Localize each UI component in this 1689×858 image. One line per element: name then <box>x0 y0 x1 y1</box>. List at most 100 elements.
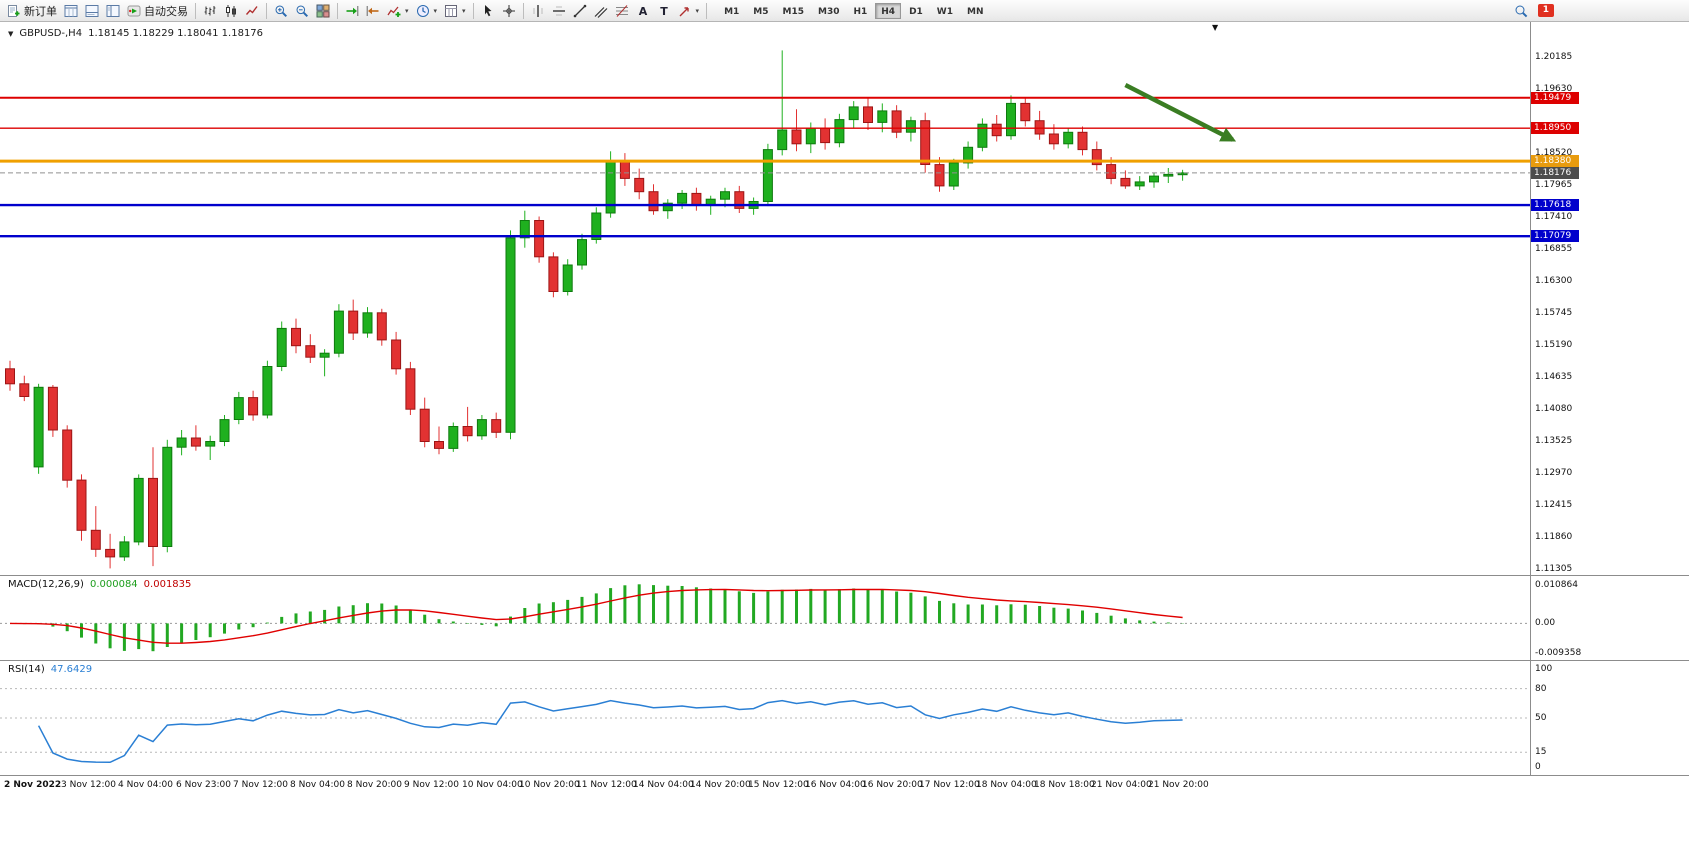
indicators-button-dropdown-arrow[interactable]: ▾ <box>405 6 409 15</box>
text-icon: A <box>636 4 650 18</box>
timeframe-d1-button[interactable]: D1 <box>909 6 923 17</box>
price-axis-label: 1.11305 <box>1535 564 1573 574</box>
horizontal-line-button[interactable] <box>549 2 569 20</box>
indicators-button[interactable]: ▾ <box>384 2 412 20</box>
horizontal-line-icon <box>552 4 566 18</box>
price-axis-label: 1.13525 <box>1535 436 1573 446</box>
terminal-icon <box>85 4 99 18</box>
autotrading-button[interactable]: 自动交易 <box>124 2 191 20</box>
chart-shift-button[interactable] <box>363 2 383 20</box>
toolbar: 新订单 自动交易 ▾ ▾ ▾ A T ▾ M1 M5 M15 M30 H1 H4 D1 W1 MN 1 <box>0 0 1689 22</box>
templates-button-dropdown-arrow[interactable]: ▾ <box>462 6 466 15</box>
timeframe-m15-button[interactable]: M15 <box>782 6 804 17</box>
time-axis-label: 15 Nov 12:00 <box>748 780 809 790</box>
data-window-button[interactable] <box>82 2 102 20</box>
time-axis-label: 14 Nov 04:00 <box>633 780 694 790</box>
label-button[interactable]: T <box>654 2 674 20</box>
rsi-axis-label: 80 <box>1535 684 1547 694</box>
zoom-in-button[interactable] <box>271 2 291 20</box>
crosshair-button[interactable] <box>499 2 519 20</box>
svg-text:A: A <box>638 5 647 18</box>
macd-axis-label: -0.009358 <box>1535 648 1582 658</box>
resistance-line-badge: 1.19479 <box>1531 92 1579 104</box>
price-axis-label: 1.12970 <box>1535 468 1573 478</box>
timeframe-m5-button[interactable]: M5 <box>753 6 769 17</box>
zoom-out-button[interactable] <box>292 2 312 20</box>
navigator-button[interactable] <box>103 2 123 20</box>
timeframe-m1-button[interactable]: M1 <box>724 6 740 17</box>
notification-badge: 1 <box>1537 4 1554 17</box>
time-axis-label: 7 Nov 12:00 <box>233 780 288 790</box>
macd-axis-label: 0.00 <box>1535 618 1556 628</box>
trendline-icon <box>573 4 587 18</box>
pane-separator[interactable] <box>0 660 1689 661</box>
arrows-button-dropdown-arrow[interactable]: ▾ <box>695 6 700 15</box>
periods-button[interactable]: ▾ <box>413 2 441 20</box>
candlestick-chart-button[interactable] <box>221 2 241 20</box>
new-order-button[interactable]: 新订单 <box>4 2 60 20</box>
vertical-line-button[interactable] <box>528 2 548 20</box>
cursor-button[interactable] <box>478 2 498 20</box>
price-axis-label: 1.16300 <box>1535 276 1573 286</box>
chart-symbol-header: ▼ GBPUSD-,H4 1.18145 1.18229 1.18041 1.1… <box>8 28 263 39</box>
time-axis-label: 21 Nov 04:00 <box>1091 780 1152 790</box>
market-watch-button[interactable] <box>61 2 81 20</box>
trendline-button[interactable] <box>570 2 590 20</box>
search-button[interactable] <box>1511 2 1531 20</box>
macd-pane[interactable] <box>0 576 1530 660</box>
zoom-out-icon <box>295 4 309 18</box>
candle-chart-icon <box>224 4 238 18</box>
trend-arrow-annotation[interactable] <box>1124 82 1237 142</box>
periods-button-dropdown-arrow[interactable]: ▾ <box>433 6 438 15</box>
crosshair-icon <box>502 4 516 18</box>
tile-windows-button[interactable] <box>313 2 333 20</box>
price-chart-pane[interactable] <box>0 22 1530 575</box>
price-axis-label: 1.14080 <box>1535 404 1573 414</box>
timeframe-h1-button[interactable]: H1 <box>853 6 868 17</box>
rsi-axis-label: 100 <box>1535 664 1553 674</box>
channel-button[interactable] <box>591 2 611 20</box>
price-axis-label: 1.20185 <box>1535 52 1573 62</box>
rsi-axis-label: 0 <box>1535 762 1541 772</box>
timeframe-toolbar: M1 M5 M15 M30 H1 H4 D1 W1 MN <box>717 2 990 19</box>
pivot-line-badge: 1.18380 <box>1531 155 1579 167</box>
fibonacci-button[interactable] <box>612 2 632 20</box>
rsi-pane[interactable] <box>0 661 1530 775</box>
bar-chart-button[interactable] <box>200 2 220 20</box>
toolbar-separator <box>337 2 338 19</box>
macd-main-value: 0.000084 <box>89 579 138 590</box>
search-icon <box>1514 4 1528 18</box>
new-order-icon <box>7 4 21 18</box>
toolbar-separator <box>472 2 474 19</box>
toolbar-separator <box>522 2 524 19</box>
support-line-badge: 1.17079 <box>1531 230 1579 242</box>
time-axis-label: 14 Nov 20:00 <box>690 780 751 790</box>
support-line-badge: 1.17618 <box>1531 199 1579 211</box>
line-chart-button[interactable] <box>242 2 262 20</box>
bar-chart-icon <box>203 4 217 18</box>
time-axis-label: 3 Nov 12:00 <box>61 780 116 790</box>
symbol-period-label: GBPUSD-,H4 <box>19 28 83 39</box>
auto-scroll-icon <box>345 4 359 18</box>
timeframe-h4-button[interactable]: H4 <box>875 2 902 19</box>
rsi-axis-label: 50 <box>1535 713 1547 723</box>
price-axis-border <box>1530 22 1531 775</box>
toolbar-separator <box>706 2 708 19</box>
current-price-badge: 1.18176 <box>1531 167 1579 179</box>
text-button[interactable]: A <box>633 2 653 20</box>
svg-text:T: T <box>660 5 668 18</box>
auto-scroll-button[interactable] <box>342 2 362 20</box>
toolbar-separator <box>266 2 267 19</box>
arrows-button[interactable]: ▾ <box>675 2 703 20</box>
timeframe-w1-button[interactable]: W1 <box>936 6 953 17</box>
notifications-button[interactable]: 1 <box>1535 2 1557 20</box>
timeframe-m30-button[interactable]: M30 <box>817 6 840 17</box>
new-order-button-label: 新订单 <box>24 4 57 18</box>
timeframe-mn-button[interactable]: MN <box>967 6 984 17</box>
chart-dropdown-arrow-icon[interactable]: ▼ <box>8 29 14 38</box>
templates-button[interactable]: ▾ <box>441 2 469 20</box>
pane-separator[interactable] <box>0 575 1689 576</box>
time-axis-label: 9 Nov 12:00 <box>404 780 459 790</box>
cursor-icon <box>481 4 495 18</box>
